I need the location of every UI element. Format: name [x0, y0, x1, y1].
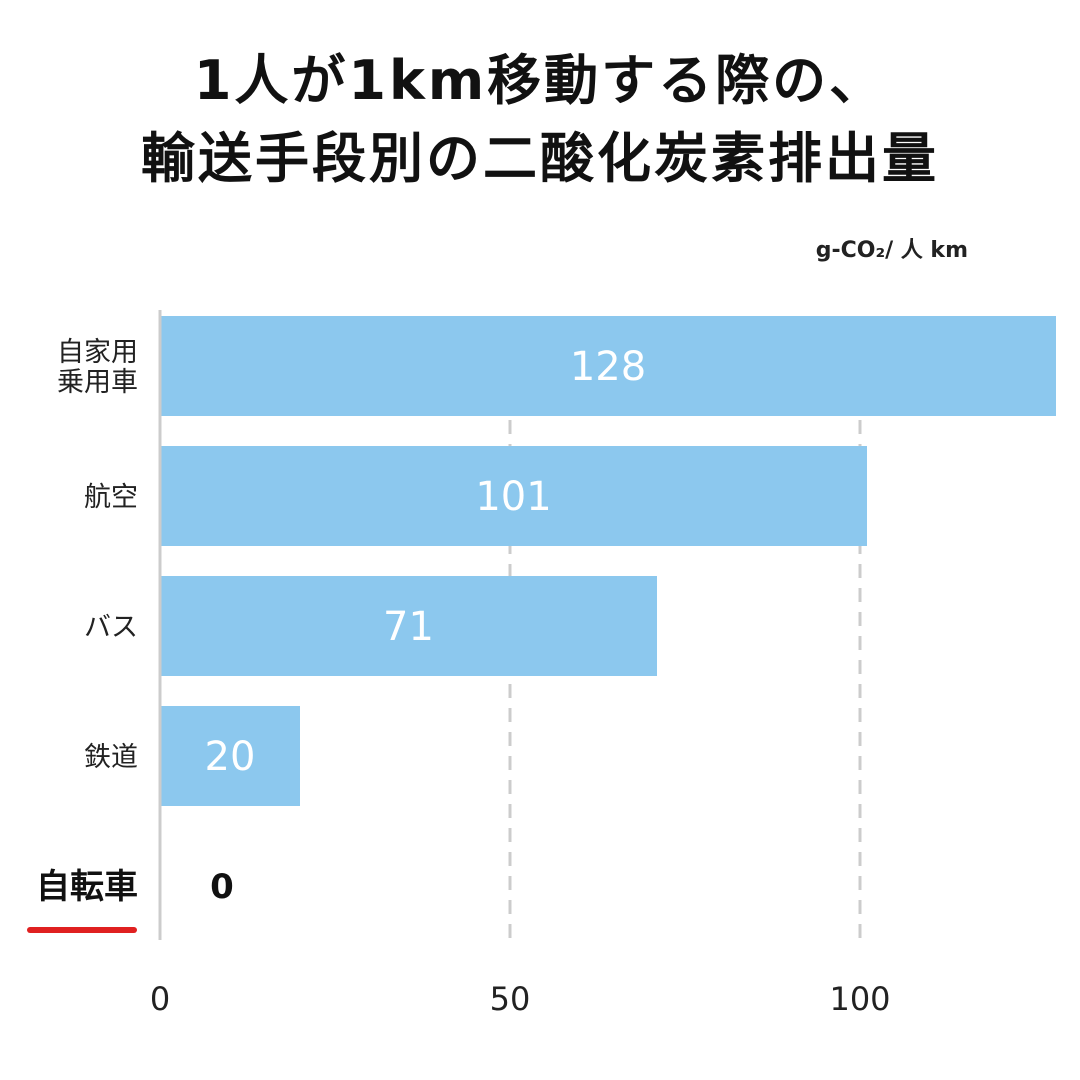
x-tick-label-100: 100: [829, 980, 890, 1018]
chart-title-line-2: 輸送手段別の二酸化炭素排出量: [141, 127, 939, 190]
bar-value-4: 0: [210, 867, 234, 907]
x-tick-label-0: 0: [150, 980, 170, 1018]
category-label-2: バス: [84, 612, 138, 643]
bar-value-3: 20: [205, 734, 256, 780]
bar-value-2: 71: [383, 604, 434, 650]
category-label-3: 鉄道: [84, 742, 138, 773]
x-tick-label-50: 50: [490, 980, 531, 1018]
bar-1: [160, 446, 867, 546]
bar-0: [160, 316, 1056, 416]
unit-label: g-CO₂/ 人 km: [815, 238, 968, 263]
bar-2: [160, 576, 657, 676]
chart-title: 1人が1km移動する際の、 輸送手段別の二酸化炭素排出量: [0, 42, 1080, 198]
category-label-0-line-1: 乗用車: [57, 367, 138, 398]
bar-value-0: 128: [570, 344, 646, 390]
bar-value-1: 101: [475, 474, 551, 520]
category-label-0-line-0: 自家用: [57, 337, 138, 368]
bar-3: [160, 706, 300, 806]
chart-title-line-1: 1人が1km移動する際の、: [193, 49, 887, 112]
category-label-1: 航空: [84, 482, 138, 513]
category-label-4: 自転車: [36, 867, 138, 907]
